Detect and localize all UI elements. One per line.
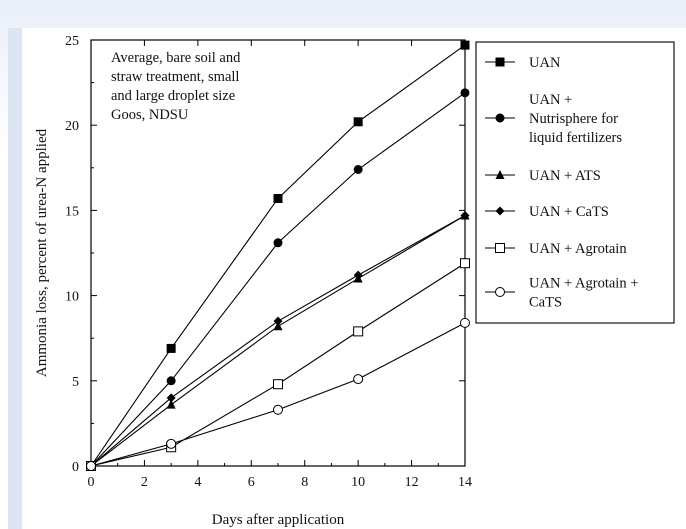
data-point-marker [353, 165, 363, 175]
x-tick-label: 0 [88, 475, 95, 490]
legend-label: UAN + Nutrisphere for liquid fertilizers [529, 92, 622, 146]
legend-label-line: UAN + ATS [529, 168, 601, 184]
x-tick-label: 10 [351, 475, 365, 490]
x-axis-title: Days after application [212, 512, 345, 528]
data-point-marker [273, 379, 283, 390]
x-tick-label: 8 [301, 475, 308, 490]
legend-label-line: UAN + Agrotain + [529, 276, 638, 292]
data-point-marker [86, 461, 96, 471]
x-tick-label: 12 [405, 475, 419, 490]
legend: UAN UAN + Nutrisphere for liquid fertilizer… [475, 41, 675, 324]
legend-label: UAN + CaTS [529, 204, 609, 220]
data-point-marker [166, 376, 176, 386]
legend-box [475, 41, 675, 324]
y-tick-label: 10 [65, 290, 79, 305]
legend-marker [495, 206, 505, 216]
y-tick-label: 0 [72, 460, 79, 475]
x-tick-label: 4 [194, 475, 201, 490]
legend-label: UAN + Agrotain [529, 241, 627, 257]
data-point-marker [460, 211, 470, 221]
decorative-side-bar [8, 28, 22, 529]
legend-label-line: CaTS [529, 295, 562, 311]
data-point-marker [460, 317, 470, 328]
legend-marker [495, 287, 505, 297]
data-point-marker [353, 117, 363, 127]
data-point-marker [166, 393, 176, 403]
data-point-marker [460, 258, 470, 269]
chart-annotation: Average, bare soil and straw treatment, s… [111, 50, 241, 123]
annotation-line: and large droplet size [111, 88, 235, 104]
data-point-marker [273, 238, 283, 248]
legend-marker [495, 243, 505, 253]
legend-marker [495, 113, 505, 123]
legend-label-line: UAN [529, 55, 561, 71]
x-tick-label: 14 [458, 475, 472, 490]
data-point-marker [166, 343, 176, 353]
legend-label-line: Nutrisphere for [529, 111, 618, 127]
legend-label: UAN + ATS [529, 168, 601, 184]
y-tick-label: 20 [65, 119, 79, 134]
legend-marker [495, 57, 505, 67]
data-point-marker [353, 374, 364, 385]
data-point-marker [273, 321, 283, 331]
data-point-marker [273, 404, 283, 415]
data-point-marker [460, 88, 470, 98]
y-tick-label: 5 [72, 375, 79, 390]
legend-label-line: UAN + Agrotain [529, 241, 627, 257]
legend-label: UAN + Agrotain + CaTS [529, 276, 638, 311]
axis-ticks: 0 2 4 6 8 10 12 14 0 5 10 15 20 25 [65, 34, 472, 490]
y-axis-title: Ammonia loss, percent of urea-N applied [34, 128, 50, 377]
legend-label-line: liquid fertilizers [529, 130, 622, 146]
legend-label-line: UAN + [529, 92, 572, 108]
legend-marker [495, 170, 505, 179]
legend-label-line: UAN + CaTS [529, 204, 609, 220]
annotation-line: Average, bare soil and [111, 50, 241, 66]
annotation-line: Goos, NDSU [111, 107, 189, 123]
data-point-marker [460, 40, 470, 50]
x-tick-label: 2 [141, 475, 148, 490]
y-tick-label: 25 [65, 34, 79, 49]
data-point-marker [273, 193, 283, 203]
data-point-marker [273, 316, 283, 326]
x-tick-label: 6 [248, 475, 255, 490]
legend-label: UAN [529, 55, 561, 71]
data-point-marker [166, 438, 177, 449]
annotation-line: straw treatment, small [111, 69, 239, 85]
y-tick-label: 15 [65, 204, 79, 219]
series-markers [86, 40, 470, 471]
data-point-marker [166, 399, 176, 409]
data-point-marker [353, 270, 363, 280]
data-point-marker [353, 326, 364, 337]
